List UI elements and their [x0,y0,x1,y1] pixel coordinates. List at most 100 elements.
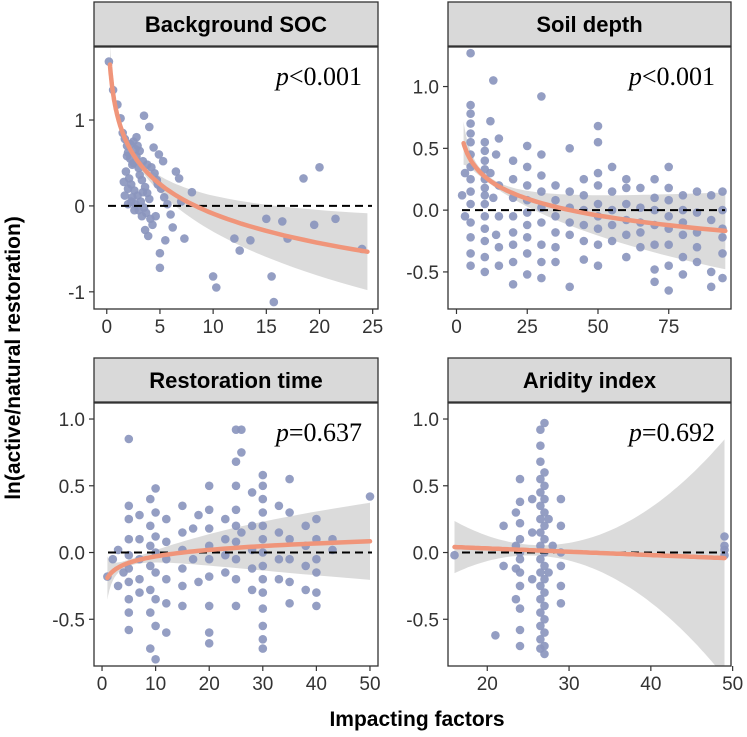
data-point [146,521,155,531]
p-value-text: =0.637 [289,418,362,447]
fit-curve [461,140,728,234]
data-point [556,521,566,531]
data-point [480,183,490,193]
data-point [162,537,171,547]
data-point [515,625,525,635]
data-point [706,191,716,200]
data-point [231,537,241,547]
data-point [718,187,727,196]
data-point [208,272,218,281]
data-point [204,601,214,611]
data-point [607,220,617,230]
data-point [143,231,153,241]
data-point [678,191,688,200]
data-point [480,224,490,233]
data-point [508,174,518,184]
data-point [515,474,525,484]
data-point [301,585,311,595]
data-point [155,263,165,273]
data-point [537,171,546,180]
panel-2: Soil depth 0 25 50 75 -0.5 0.0 0.5 1.0 p<0.001 [406,1,732,338]
x-tick-label: 30 [252,674,273,695]
data-point [146,644,155,653]
data-point [650,277,659,287]
x-tick-label: 20 [309,317,330,338]
data-point [480,199,490,209]
data-point [650,240,659,249]
data-point [178,501,187,511]
data-point [285,508,294,517]
x-axis-title: Impacting factors [329,708,504,731]
data-point [537,150,546,159]
data-point [237,425,246,435]
x-tick-label: 0 [101,317,112,338]
data-point [540,508,549,517]
data-point [166,210,175,219]
data-point [148,220,157,230]
panel-title: Restoration time [149,368,323,393]
data-point [664,240,673,249]
panel-strip [447,357,732,403]
data-point [565,218,574,227]
x-tick-label: 40 [306,674,327,695]
data-point [692,257,702,267]
data-point [162,574,171,584]
data-point [130,205,139,215]
data-point [540,521,549,531]
data-point [204,572,214,581]
panel-strip [93,1,379,47]
data-point [312,568,321,577]
data-point [161,236,170,245]
data-point [460,168,470,178]
data-point [494,134,504,143]
y-tick-label: 0.0 [413,201,439,222]
data-point [466,233,475,242]
data-point [527,494,537,504]
data-point [480,156,490,165]
data-point [494,212,504,221]
data-point [664,212,673,221]
data-point [650,174,659,184]
data-point [146,494,155,504]
data-point [556,561,566,571]
y-tick-label: 0.5 [413,139,439,160]
data-point [124,501,134,511]
data-point [536,621,545,631]
data-point [145,122,154,132]
data-point [124,577,134,587]
data-point [151,568,160,577]
data-point [149,143,158,152]
p-value-annotation: p<0.001 [627,62,715,91]
data-point [231,554,241,564]
data-point [544,568,553,577]
data-point [489,193,498,203]
data-point [491,150,501,159]
data-point [124,434,134,444]
data-point [622,174,631,184]
data-point [123,184,133,193]
data-point [565,282,574,292]
data-point [551,242,560,252]
data-point [331,214,340,224]
data-point [511,594,521,604]
data-point [450,550,459,560]
x-tick-label: 50 [359,674,380,695]
data-point [593,137,603,147]
data-point [664,261,673,271]
data-point [119,177,129,187]
data-point [108,554,118,564]
data-point [636,183,645,193]
data-point [258,548,268,557]
data-point [548,541,557,551]
data-point [132,132,141,142]
x-tick-label: 40 [640,674,661,695]
data-point [466,137,475,147]
panel-border [447,402,732,667]
data-point [466,100,475,110]
y-tick-label: -1 [68,283,85,304]
data-point [312,514,321,524]
data-point [139,111,149,120]
data-point [551,257,560,267]
data-point [593,224,603,233]
